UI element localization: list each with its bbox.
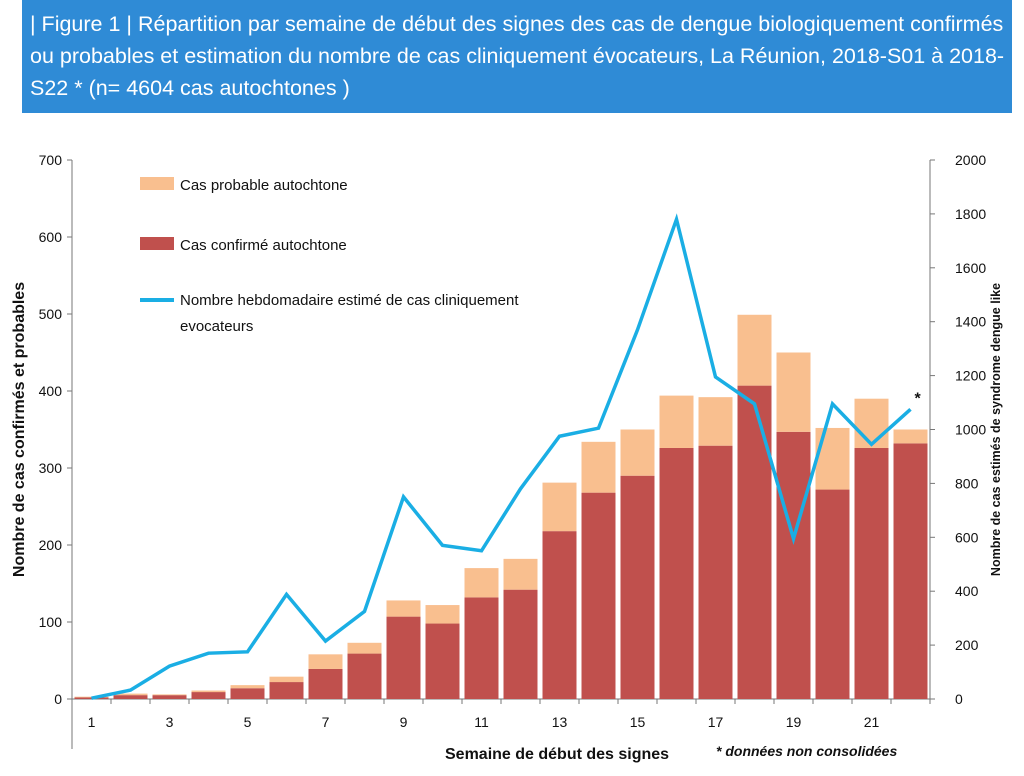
y-tick-label-right: 200 xyxy=(955,637,979,653)
bars xyxy=(74,314,928,699)
bar-probable xyxy=(659,395,694,448)
x-tick-label: 19 xyxy=(786,714,802,730)
legend-label-line-2: evocateurs xyxy=(180,318,253,335)
x-tick-label: 5 xyxy=(244,714,252,730)
chart: 0 100 200 300 400 500 600 700 0 200 400 600 800 1000 1… xyxy=(11,152,1003,763)
figure-title: | Figure 1 | Répartition par semaine de … xyxy=(30,12,1005,100)
bar-probable xyxy=(386,600,421,617)
bar-confirmed xyxy=(308,668,343,699)
y-tick-label-right: 2000 xyxy=(955,152,986,168)
y-tick-label-right: 1000 xyxy=(955,422,986,438)
y-tick-label-right: 1600 xyxy=(955,260,986,276)
x-tick-label: 11 xyxy=(474,714,489,730)
bar-confirmed xyxy=(620,475,655,699)
bar-probable xyxy=(620,429,655,476)
legend-label-probable: Cas probable autochtone xyxy=(180,177,348,194)
x-tick-label: 9 xyxy=(400,714,408,730)
bar-confirmed xyxy=(815,489,850,699)
bar-probable xyxy=(503,558,538,590)
bar-probable xyxy=(815,427,850,490)
bar-probable xyxy=(776,352,811,432)
bar-confirmed xyxy=(191,692,226,699)
legend-label-confirmed: Cas confirmé autochtone xyxy=(180,237,347,254)
bar-probable xyxy=(347,642,382,654)
bar-probable xyxy=(737,314,772,386)
legend: Cas probable autochtone Cas confirmé auto… xyxy=(140,177,519,335)
bar-probable xyxy=(191,690,226,693)
legend-swatch-probable xyxy=(140,177,174,190)
line-estimated-cases xyxy=(91,213,912,700)
y-tick-label-right: 1800 xyxy=(955,206,986,222)
bar-confirmed xyxy=(113,695,148,699)
x-tick-label: 21 xyxy=(864,714,880,730)
data-note: * données non consolidées xyxy=(716,743,897,759)
bar-probable xyxy=(113,693,148,696)
y-tick-label-left: 600 xyxy=(39,229,63,245)
y-tick-label-right: 0 xyxy=(955,691,963,707)
bar-probable xyxy=(464,568,499,598)
bar-probable xyxy=(581,441,616,493)
bar-confirmed xyxy=(854,447,889,699)
y-axis-label-right: Nombre de cas estimés de syndrome dengue… xyxy=(989,283,1003,576)
bar-probable xyxy=(854,398,889,448)
bar-confirmed xyxy=(659,447,694,699)
bar-confirmed xyxy=(737,385,772,699)
bar-probable xyxy=(152,694,187,696)
labels: * Nombre de cas confirmés et probables Nom… xyxy=(11,282,1003,763)
y-tick-label-left: 700 xyxy=(39,152,63,168)
bar-confirmed xyxy=(503,589,538,699)
bar-probable xyxy=(698,397,733,446)
bar-probable xyxy=(269,676,304,683)
bar-confirmed xyxy=(269,682,304,699)
bar-confirmed xyxy=(581,492,616,699)
bar-confirmed xyxy=(152,695,187,699)
y-tick-label-left: 200 xyxy=(39,537,63,553)
axes: 0 100 200 300 400 500 600 700 0 200 400 600 800 1000 1… xyxy=(39,152,986,749)
bar-confirmed xyxy=(893,443,928,699)
y-tick-label-right: 400 xyxy=(955,583,979,599)
bar-probable xyxy=(893,429,928,444)
x-tick-label: 1 xyxy=(88,714,96,730)
x-tick-label: 15 xyxy=(630,714,646,730)
bar-confirmed xyxy=(425,623,460,699)
bar-confirmed xyxy=(74,697,109,699)
y-tick-label-left: 100 xyxy=(39,614,63,630)
x-tick-label: 3 xyxy=(166,714,174,730)
bar-confirmed xyxy=(230,688,265,699)
y-tick-label-right: 800 xyxy=(955,475,979,491)
bar-confirmed xyxy=(464,597,499,699)
figure-header: | Figure 1 | Répartition par semaine de … xyxy=(22,0,1012,113)
y-tick-label-left: 500 xyxy=(39,306,63,322)
bar-probable xyxy=(230,685,265,689)
bar-confirmed xyxy=(542,531,577,699)
bar-confirmed xyxy=(698,445,733,699)
x-axis-label: Semaine de début des signes xyxy=(445,746,669,763)
annotation-asterisk: * xyxy=(915,390,922,407)
x-tick-label: 17 xyxy=(708,714,724,730)
bar-probable xyxy=(425,605,460,624)
y-tick-label-left: 300 xyxy=(39,460,63,476)
bar-probable xyxy=(308,654,343,669)
bar-confirmed xyxy=(347,653,382,699)
bar-confirmed xyxy=(386,616,421,699)
legend-swatch-confirmed xyxy=(140,237,174,250)
y-tick-label-left: 400 xyxy=(39,383,63,399)
x-tick-label: 13 xyxy=(552,714,568,730)
y-axis-label-left: Nombre de cas confirmés et probables xyxy=(11,282,28,577)
y-tick-label-right: 1400 xyxy=(955,314,986,330)
bar-confirmed xyxy=(776,431,811,699)
bar-probable xyxy=(542,482,577,532)
y-tick-label-right: 1200 xyxy=(955,368,986,384)
line-layer xyxy=(91,213,912,700)
x-tick-label: 7 xyxy=(322,714,330,730)
y-tick-label-left: 0 xyxy=(54,691,62,707)
legend-label-line-1: Nombre hebdomadaire estimé de cas cliniq… xyxy=(180,292,519,309)
y-tick-label-right: 600 xyxy=(955,529,979,545)
